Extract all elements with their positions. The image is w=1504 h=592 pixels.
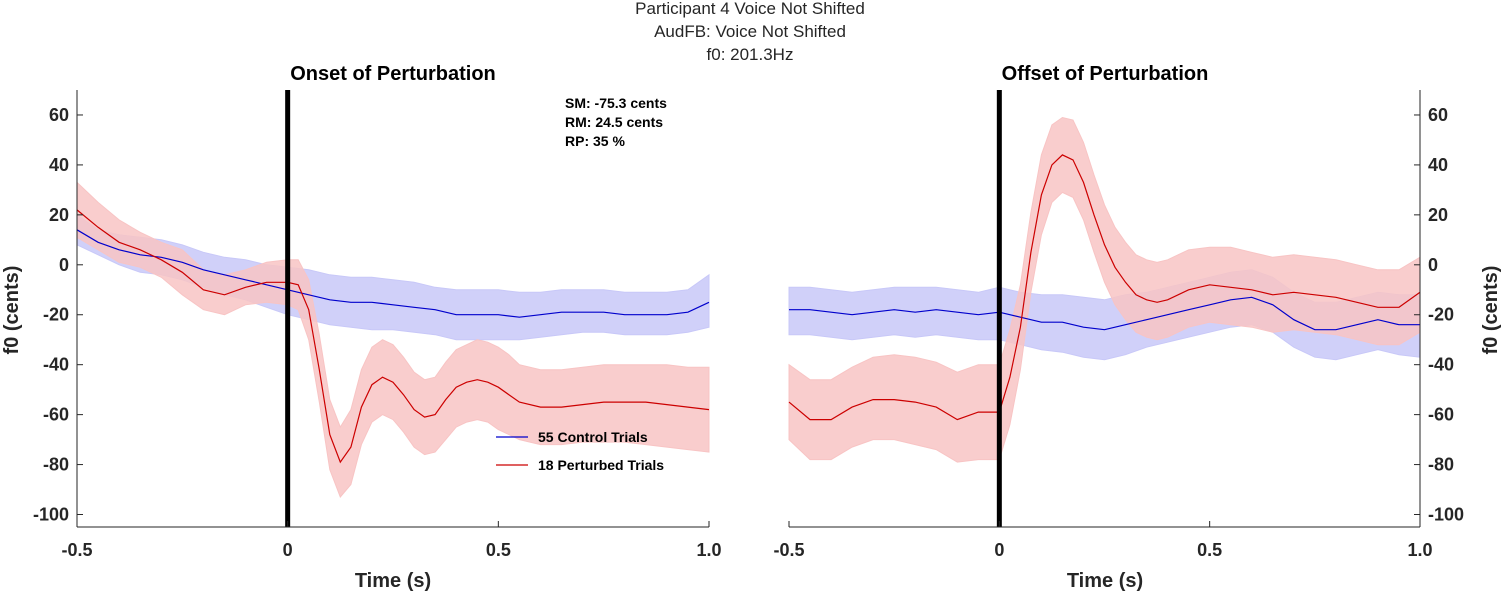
onset-y-tick-label: -60: [43, 405, 69, 425]
stat-rp: RP: 35 %: [565, 133, 625, 149]
onset-y-tick-label: 60: [49, 105, 69, 125]
offset-x-tick-label: 1.0: [1407, 540, 1432, 560]
offset-y-tick-label: -20: [1428, 305, 1454, 325]
onset-x-tick-label: 0: [283, 540, 293, 560]
onset-control-mean-line: [76, 229, 710, 318]
offset-y-tick-label: -60: [1428, 405, 1454, 425]
offset-y-tick-label: -80: [1428, 455, 1454, 475]
offset-x-axis-label: Time (s): [1067, 570, 1143, 592]
figure-title-line-3: f0: 201.3Hz: [707, 45, 794, 64]
legend: 55 Control Trials 18 Perturbed Trials: [496, 429, 664, 473]
onset-x-tick-label: 1.0: [696, 540, 721, 560]
offset-y-tick-label: 20: [1428, 205, 1448, 225]
onset-perturbed-mean-line: [76, 209, 710, 464]
offset-y-tick-label: -40: [1428, 355, 1454, 375]
offset-control-mean-line: [789, 296, 1420, 331]
offset-y-tick-label: -100: [1428, 505, 1464, 525]
legend-perturbed-label: 18 Perturbed Trials: [538, 457, 664, 473]
offset-x-tick-label: -0.5: [773, 540, 804, 560]
stat-sm: SM: -75.3 cents: [565, 95, 667, 111]
offset-panel: Offset of Perturbation -0.5 0 0.5 1.0 60 40 20…: [773, 63, 1502, 592]
onset-y-tick-label: -100: [33, 505, 69, 525]
offset-x-tick-label: 0: [994, 540, 1004, 560]
onset-y-tick-label: 0: [59, 255, 69, 275]
onset-axes: -0.5 0 0.5 1.0 60 40 20 0 -20 -40 -60 -80 -100: [33, 90, 722, 560]
figure-title-line-1: Participant 4 Voice Not Shifted: [635, 0, 865, 18]
onset-y-axis-label: f0 (cents): [1, 266, 23, 355]
onset-y-tick-label: -40: [43, 355, 69, 375]
offset-mean-lines: [788, 154, 1421, 421]
onset-x-tick-label: 0.5: [486, 540, 511, 560]
stat-rm: RM: 24.5 cents: [565, 114, 663, 130]
offset-y-axis-label: f0 (cents): [1480, 266, 1502, 355]
offset-confidence-bands: [788, 116, 1421, 463]
offset-panel-title: Offset of Perturbation: [1002, 63, 1209, 85]
offset-y-tick-label: 0: [1428, 255, 1438, 275]
offset-perturbed-mean-line: [788, 154, 1421, 421]
onset-x-axis-label: Time (s): [355, 570, 431, 592]
offset-y-tick-label: 60: [1428, 105, 1448, 125]
onset-x-tick-label: -0.5: [61, 540, 92, 560]
onset-panel-title: Onset of Perturbation: [290, 63, 496, 85]
offset-y-tick-label: 40: [1428, 155, 1448, 175]
onset-y-tick-label: 40: [49, 155, 69, 175]
offset-axes: -0.5 0 0.5 1.0 60 40 20 0 -20 -40 -60 -80 -100: [773, 90, 1464, 560]
legend-control-label: 55 Control Trials: [538, 429, 648, 445]
offset-x-tick-label: 0.5: [1197, 540, 1222, 560]
onset-mean-lines: [76, 209, 710, 464]
onset-confidence-bands: [76, 181, 710, 498]
onset-y-tick-label: -20: [43, 305, 69, 325]
onset-perturbed-band: [76, 181, 710, 498]
onset-y-tick-label: -80: [43, 455, 69, 475]
onset-y-tick-label: 20: [49, 205, 69, 225]
figure-title-line-2: AudFB: Voice Not Shifted: [654, 22, 846, 41]
onset-panel: Onset of Perturbation -0.5 0 0.5 1.0 60 40 20 0…: [1, 63, 722, 592]
